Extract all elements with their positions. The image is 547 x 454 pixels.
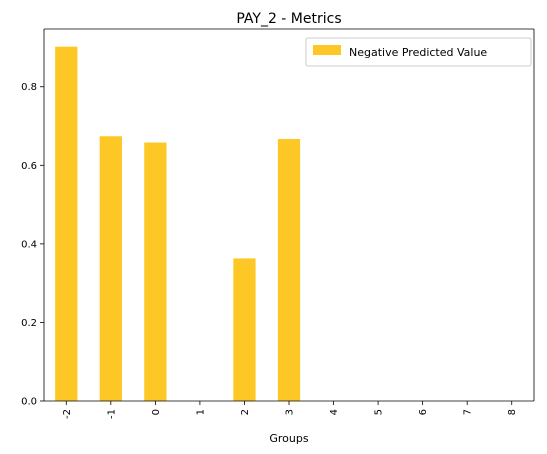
x-tick-label: -1 bbox=[106, 409, 117, 419]
legend-swatch bbox=[313, 45, 341, 55]
x-axis-label: Groups bbox=[269, 432, 308, 445]
bar--2 bbox=[55, 46, 78, 402]
x-tick-label: 6 bbox=[418, 409, 429, 415]
y-tick-label: 0.8 bbox=[21, 82, 37, 93]
legend-box bbox=[305, 37, 532, 67]
legend: Negative Predicted Value bbox=[305, 37, 532, 67]
bar--1 bbox=[99, 136, 122, 402]
x-tick-label: 0 bbox=[151, 409, 162, 415]
x-tick-label: 4 bbox=[329, 409, 340, 415]
chart-title: PAY_2 - Metrics bbox=[236, 11, 341, 27]
x-tick-label: -2 bbox=[62, 409, 73, 419]
x-tick-label: 2 bbox=[240, 409, 251, 415]
legend-label: Negative Predicted Value bbox=[349, 46, 487, 59]
y-tick-label: 0.6 bbox=[21, 161, 37, 172]
x-tick-label: 1 bbox=[195, 409, 206, 415]
y-tick-label: 0.4 bbox=[21, 239, 37, 250]
x-tick-label: 3 bbox=[285, 409, 296, 415]
bar-0 bbox=[144, 142, 167, 401]
bar-2 bbox=[233, 258, 256, 401]
x-tick-label: 7 bbox=[463, 409, 474, 415]
y-tick-label: 0.0 bbox=[21, 397, 37, 408]
y-tick-label: 0.2 bbox=[21, 318, 37, 329]
x-tick-label: 5 bbox=[374, 409, 385, 415]
x-tick-label: 8 bbox=[507, 409, 518, 415]
bar-3 bbox=[277, 138, 301, 402]
plot-area: 0.0 0.2 0.4 0.6 0.8 -2 -1 0 1 2 3 4 5 6 7 8 bbox=[21, 28, 535, 419]
